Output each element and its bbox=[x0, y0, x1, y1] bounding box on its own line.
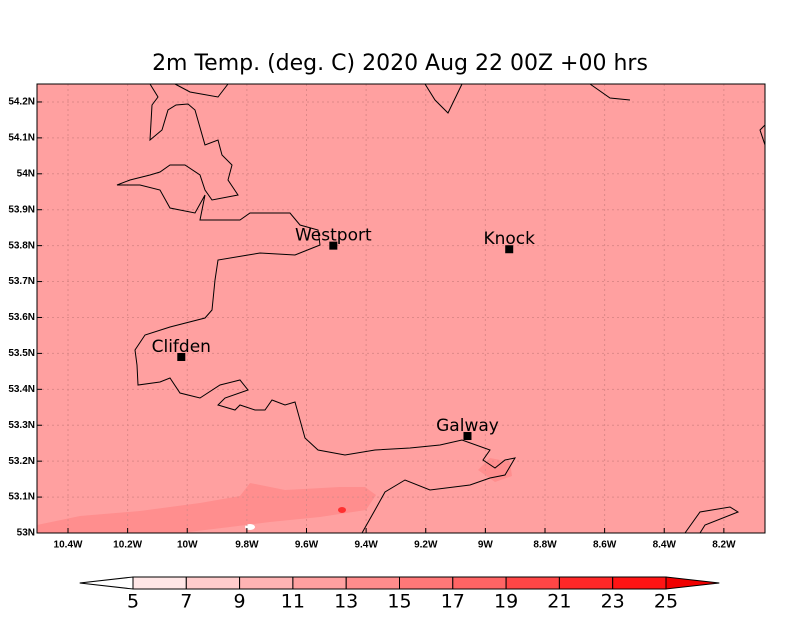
lon-tick-label: 9W bbox=[478, 540, 494, 551]
colorbar-segment bbox=[292, 576, 347, 590]
colorbar-segment bbox=[505, 576, 560, 590]
lat-tick-label: 53.3N bbox=[8, 420, 35, 431]
colorbar-under bbox=[79, 576, 134, 590]
lon-tick-label: 10.4W bbox=[54, 540, 83, 551]
lat-tick-label: 53.6N bbox=[8, 312, 35, 323]
lon-tick-label: 9.4W bbox=[354, 540, 378, 551]
hot-spot bbox=[338, 507, 346, 513]
lat-tick-label: 53.7N bbox=[8, 276, 35, 287]
colorbar-segment bbox=[612, 576, 667, 590]
lat-tick-label: 53N bbox=[17, 528, 35, 539]
coastline bbox=[116, 83, 766, 534]
city-label: Galway bbox=[436, 416, 499, 436]
colorbar-segment bbox=[239, 576, 294, 590]
coast bbox=[759, 124, 766, 146]
colorbar-label: 19 bbox=[494, 591, 518, 613]
coast bbox=[174, 83, 229, 98]
lon-tick-label: 8.8W bbox=[533, 540, 557, 551]
colorbar-segment bbox=[132, 576, 187, 590]
city-label: Clifden bbox=[152, 337, 211, 357]
temperature-field bbox=[37, 84, 765, 533]
colorbar-label: 25 bbox=[654, 591, 678, 613]
lat-tick-label: 54.1N bbox=[8, 133, 35, 144]
colorbar: 5 7 9 11 13 15 17 19 21 23 25 bbox=[79, 576, 720, 613]
colorbar-label: 11 bbox=[281, 591, 305, 613]
colorbar-label: 13 bbox=[334, 591, 358, 613]
lon-tick-label: 10W bbox=[177, 540, 198, 551]
colorbar-label: 15 bbox=[387, 591, 411, 613]
axes: 10.4W 10.2W 10W 9.8W 9.6W 9.4W 9.2W 9W 8.8W 8.6W 8… bbox=[8, 97, 736, 551]
colorbar-over bbox=[665, 576, 720, 590]
colorbar-segment bbox=[558, 576, 614, 590]
city-label: Knock bbox=[483, 229, 535, 249]
lat-tick-label: 53.5N bbox=[8, 348, 35, 359]
city-marker bbox=[329, 241, 338, 250]
coast bbox=[424, 83, 463, 114]
city-label: Westport bbox=[295, 226, 372, 246]
cool-spot bbox=[245, 524, 255, 530]
coast bbox=[589, 83, 631, 101]
colorbar-segment bbox=[185, 576, 241, 590]
colorbar-label: 17 bbox=[441, 591, 465, 613]
colorbar-label: 9 bbox=[234, 591, 246, 613]
colorbar-segment bbox=[345, 576, 401, 590]
map-title: 2m Temp. (deg. C) 2020 Aug 22 00Z +00 hr… bbox=[152, 51, 648, 76]
colorbar-label: 5 bbox=[127, 591, 139, 613]
city-marker bbox=[463, 432, 472, 441]
colorbar-segment bbox=[399, 576, 454, 590]
grid bbox=[37, 84, 765, 534]
lon-tick-label: 9.8W bbox=[235, 540, 259, 551]
colorbar-segment bbox=[452, 576, 507, 590]
coast bbox=[116, 83, 516, 534]
colorbar-label: 7 bbox=[180, 591, 192, 613]
warm-area bbox=[478, 458, 512, 482]
lat-tick-label: 53.8N bbox=[8, 240, 35, 251]
lat-tick-label: 53.9N bbox=[8, 204, 35, 215]
lon-tick-label: 8.6W bbox=[593, 540, 617, 551]
lon-tick-label: 10.2W bbox=[113, 540, 142, 551]
lon-tick-label: 9.2W bbox=[414, 540, 438, 551]
field-detail bbox=[37, 458, 512, 533]
warm-area bbox=[37, 483, 376, 533]
cities: Westport Knock Clifden Galway bbox=[152, 226, 535, 441]
lat-tick-label: 53.1N bbox=[8, 492, 35, 503]
coast bbox=[684, 506, 740, 534]
lat-tick-label: 53.2N bbox=[8, 456, 35, 467]
map-frame bbox=[36, 83, 766, 534]
lon-tick-label: 8.2W bbox=[712, 540, 736, 551]
lat-tick-label: 54N bbox=[17, 168, 35, 179]
city-marker bbox=[505, 245, 514, 254]
lat-tick-label: 54.2N bbox=[8, 97, 35, 108]
colorbar-label: 23 bbox=[601, 591, 625, 613]
lon-tick-label: 9.6W bbox=[295, 540, 319, 551]
lon-tick-label: 8.4W bbox=[653, 540, 677, 551]
city-marker bbox=[177, 352, 186, 361]
colorbar-label: 21 bbox=[547, 591, 571, 613]
lat-tick-label: 53.4N bbox=[8, 384, 35, 395]
